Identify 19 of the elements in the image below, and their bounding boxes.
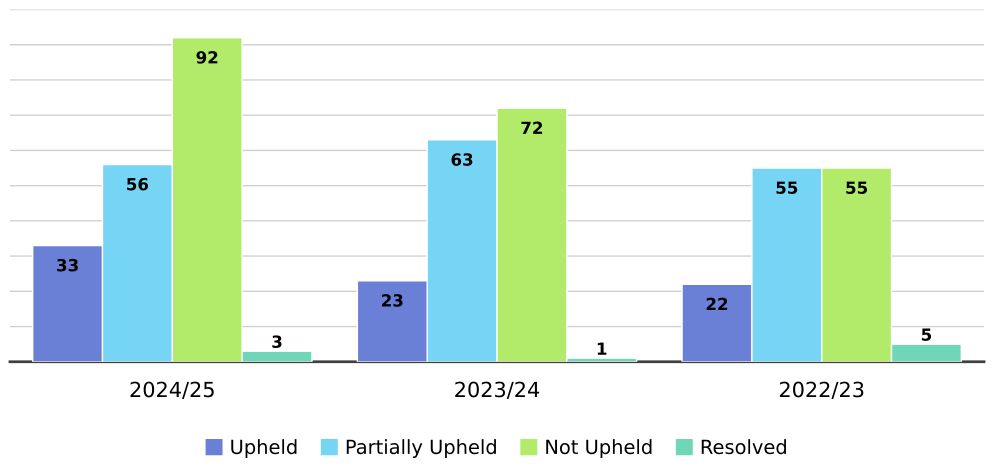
x-tick-label: 2023/24 — [455, 382, 540, 399]
data-label: 56 — [127, 178, 148, 190]
x-tick-label: 2024/25 — [130, 382, 214, 399]
data-label: 5 — [922, 328, 932, 341]
legend-label: Upheld — [231, 439, 296, 458]
legend-label: Partially Upheld — [346, 439, 496, 458]
data-label: 1 — [598, 342, 606, 355]
data-label: 72 — [521, 122, 542, 134]
legend-label: Not Upheld — [546, 439, 652, 458]
data-label: 55 — [846, 182, 868, 194]
x-tick-label: 2022/23 — [780, 382, 864, 399]
data-label: 92 — [196, 51, 218, 64]
data-label: 23 — [382, 294, 403, 307]
data-label: 55 — [776, 182, 798, 194]
legend-label: Resolved — [702, 439, 786, 454]
data-label: 22 — [706, 298, 728, 310]
data-label: 33 — [57, 258, 78, 272]
data-label: 3 — [272, 335, 282, 348]
data-label: 63 — [452, 153, 472, 166]
